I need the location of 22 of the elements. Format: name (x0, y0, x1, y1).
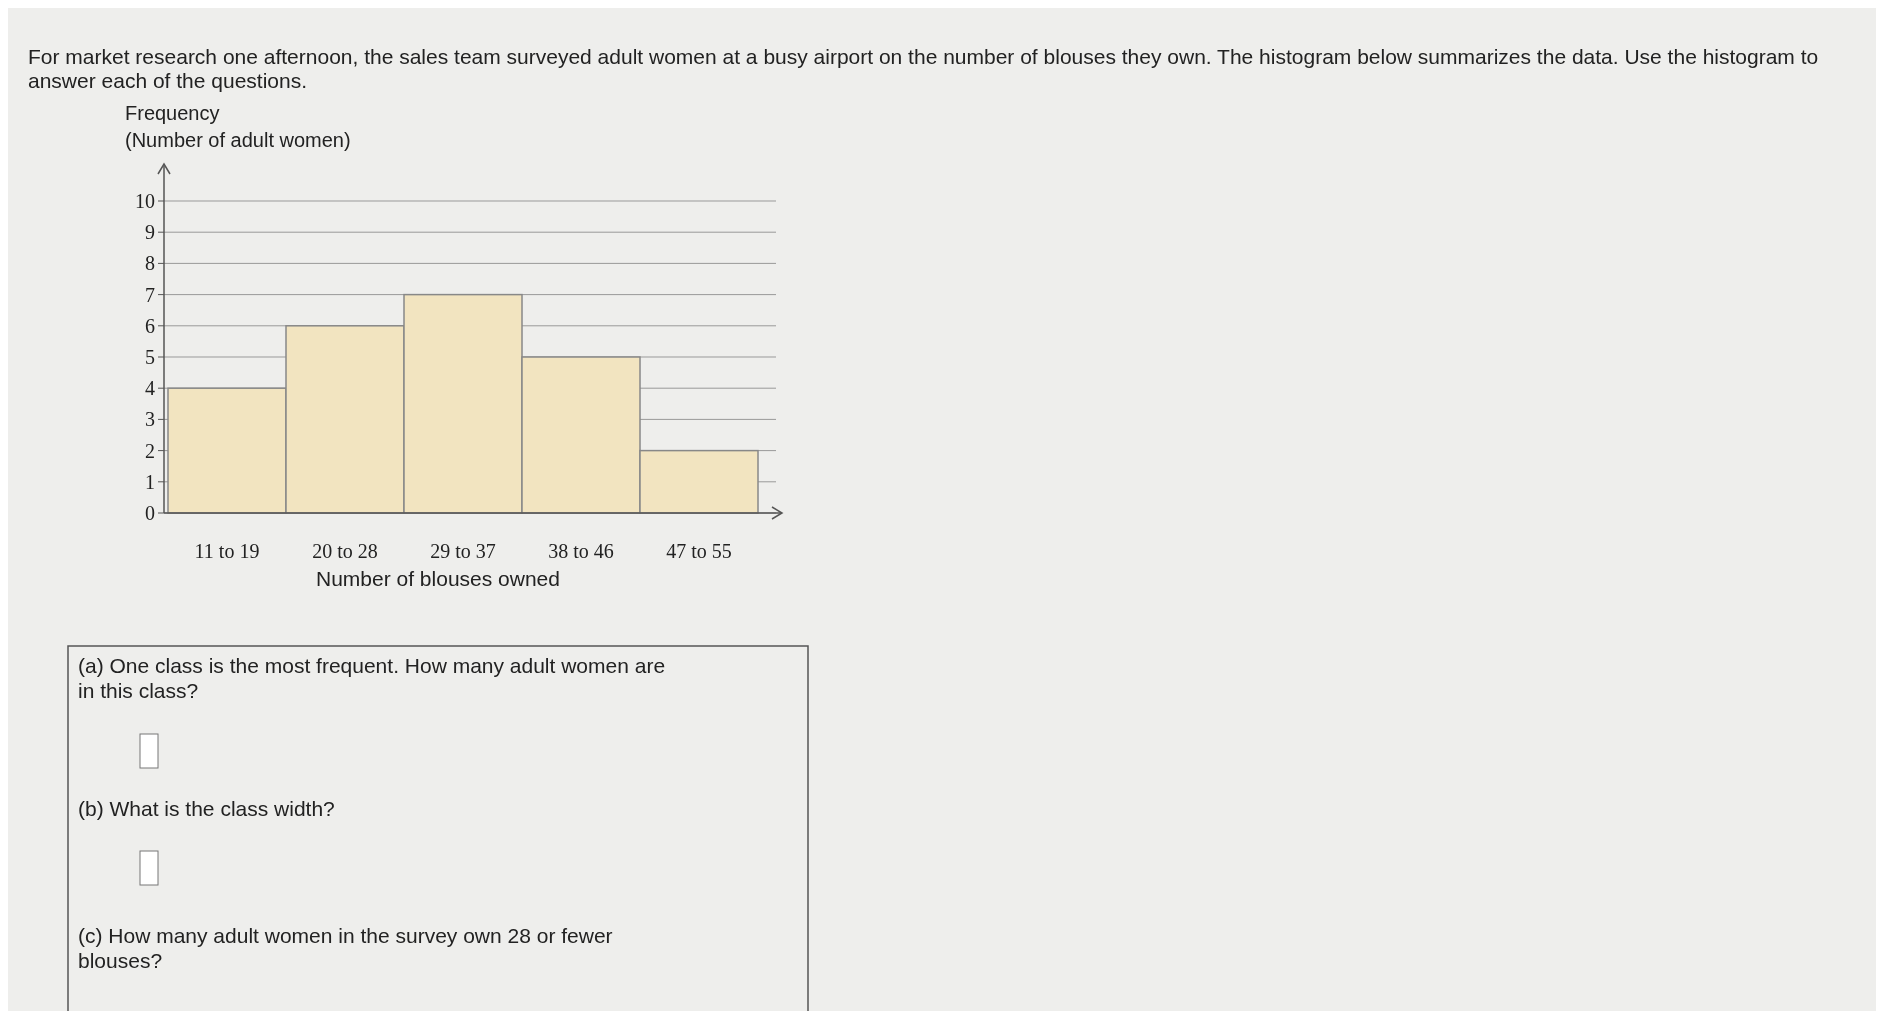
y-tick-label: 7 (145, 283, 155, 306)
y-tick-label: 8 (145, 252, 155, 275)
x-tick-label: 29 to 37 (430, 540, 496, 562)
x-tick-label: 11 to 19 (194, 540, 260, 562)
x-tick-label: 47 to 55 (666, 540, 732, 562)
y-tick-label: 10 (135, 190, 155, 212)
text: (b) What is the class width? (78, 797, 335, 820)
y-tick-label: 2 (145, 439, 155, 462)
text: (c) How many adult women in the survey own 28 or fewer blouses? (78, 924, 613, 972)
x-axis-title: Number of blouses owned (316, 567, 560, 590)
y-tick-label: 9 (145, 221, 155, 244)
y-tick-label: 0 (145, 502, 155, 524)
y-axis-title: Frequency (Number of adult women) (125, 102, 351, 151)
y-tick-label: 6 (145, 314, 155, 337)
text: For market research one afternoon, the sales team surveyed adult women at a busy airport on the number of blouses they own. The histogram below summarizes the data. Use the histogram to answer each of the questions. (28, 45, 1819, 92)
x-tick-label: 20 to 28 (312, 540, 378, 562)
text: (a) One class is the most frequent. How many adult women are in this class? (78, 654, 666, 702)
x-tick-label: 38 to 46 (548, 540, 614, 562)
y-tick-label: 1 (145, 470, 155, 493)
y-tick-label: 3 (145, 408, 155, 431)
y-tick-label: 4 (145, 377, 155, 400)
y-tick-label: 5 (145, 346, 155, 368)
